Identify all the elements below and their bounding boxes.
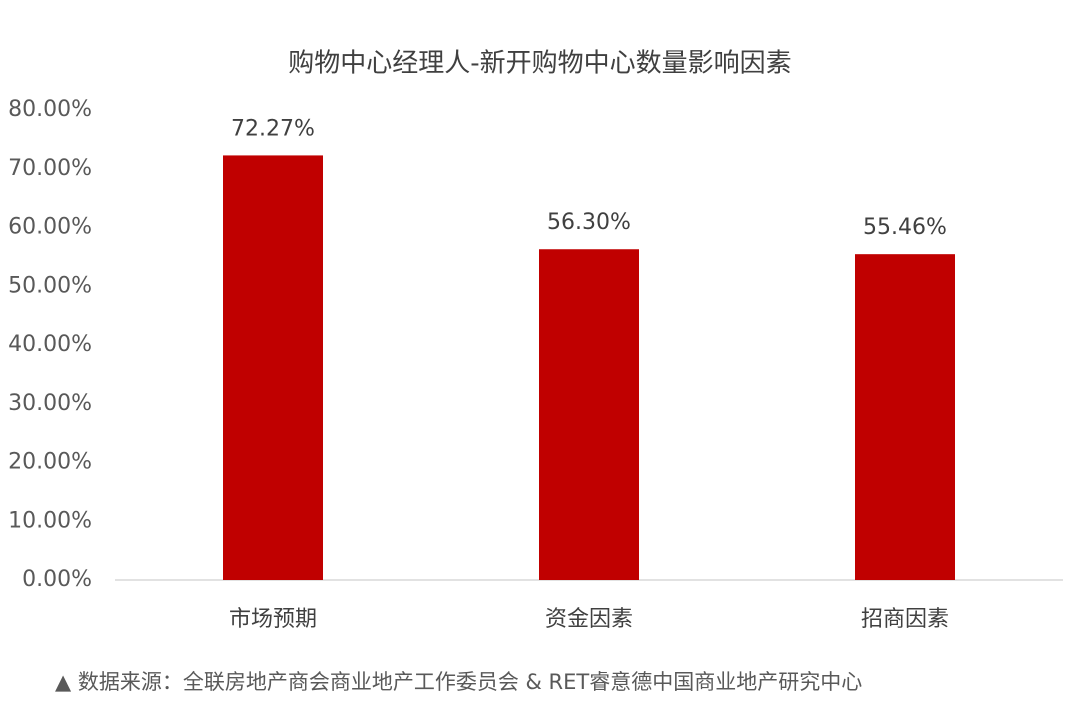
bar (223, 155, 323, 580)
y-tick-label: 60.00% (8, 215, 92, 240)
y-tick-label: 0.00% (22, 567, 92, 592)
x-tick-label: 市场预期 (229, 607, 317, 632)
x-tick-label: 招商因素 (861, 607, 949, 632)
value-label: 56.30% (547, 210, 631, 235)
y-tick-label: 20.00% (8, 450, 92, 475)
bar (855, 254, 955, 581)
y-tick-label: 50.00% (8, 273, 92, 298)
y-tick-label: 30.00% (8, 391, 92, 416)
chart-title: 购物中心经理人-新开购物中心数量影响因素 (288, 49, 791, 79)
y-tick-label: 40.00% (8, 332, 92, 357)
value-label: 55.46% (863, 215, 947, 240)
x-tick-label: 资金因素 (545, 607, 633, 632)
value-label: 72.27% (231, 116, 315, 141)
y-tick-label: 70.00% (8, 156, 92, 181)
bar (539, 249, 639, 581)
y-tick-label: 10.00% (8, 508, 92, 533)
y-tick-label: 80.00% (8, 97, 92, 122)
source-note: ▲ 数据来源：全联房地产商会商业地产工作委员会 & RET睿意德中国商业地产研究… (55, 670, 862, 694)
